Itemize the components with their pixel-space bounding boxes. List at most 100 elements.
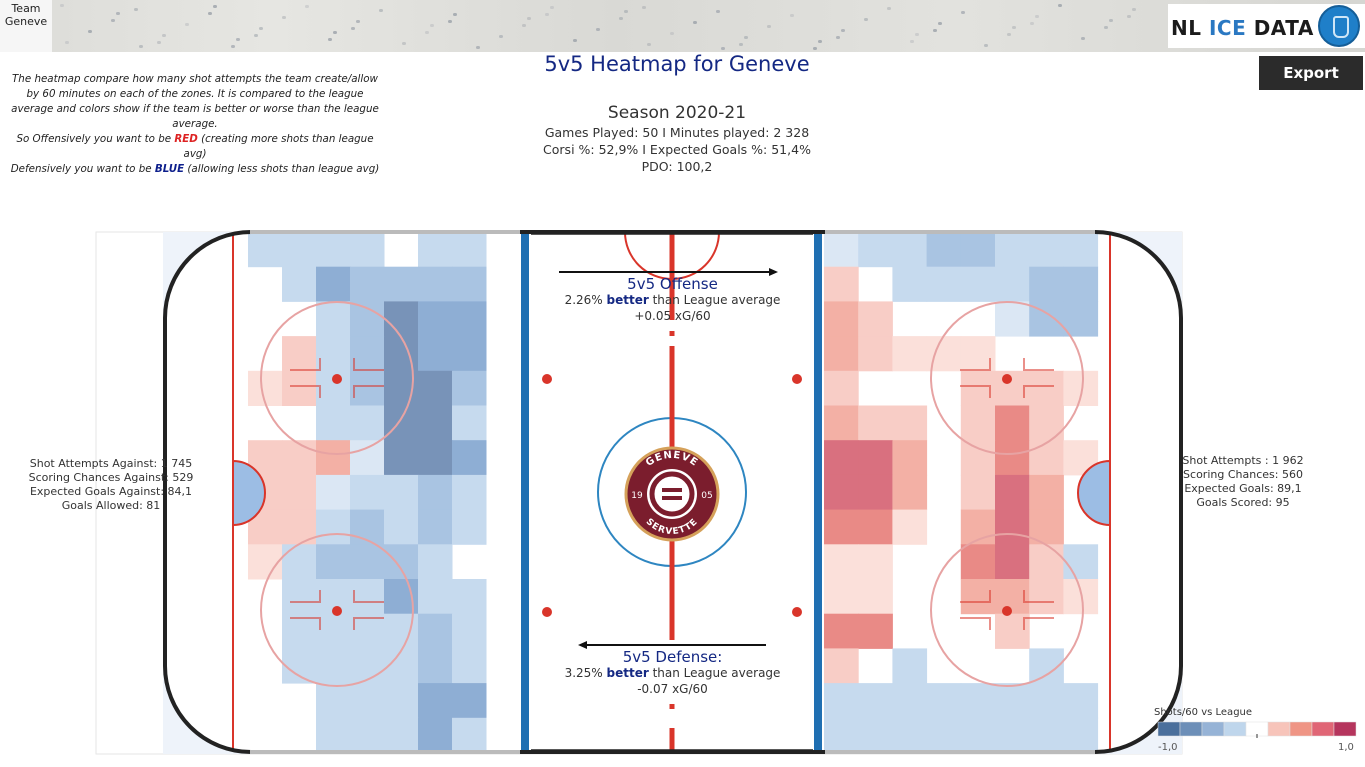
legend-swatch bbox=[1223, 721, 1247, 737]
faceoff-dot bbox=[1002, 606, 1012, 616]
banner-speck bbox=[984, 44, 988, 47]
brand-logo: NL ICE DATA bbox=[1168, 4, 1365, 48]
banner-speck bbox=[693, 21, 697, 24]
heatmap-cell bbox=[350, 509, 385, 545]
heatmap-cell bbox=[824, 544, 859, 580]
heatmap-cell bbox=[858, 301, 893, 337]
faceoff-dot bbox=[332, 374, 342, 384]
heatmap-cell bbox=[350, 544, 385, 580]
description-line1: The heatmap compare how many shot attemp… bbox=[11, 73, 379, 130]
heatmap-cell bbox=[858, 405, 893, 441]
legend-swatch bbox=[1267, 721, 1291, 737]
heatmap-cell bbox=[282, 232, 317, 268]
team-label-line1: Team bbox=[11, 2, 41, 15]
heatmap-cell bbox=[418, 613, 453, 649]
banner-speck bbox=[499, 35, 503, 38]
banner-speck bbox=[818, 40, 822, 43]
banner-speck bbox=[333, 31, 337, 34]
faceoff-dot bbox=[332, 606, 342, 616]
banner-speck bbox=[162, 34, 166, 37]
heatmap-cell bbox=[316, 717, 351, 752]
banner-speck bbox=[60, 4, 64, 7]
heatmap-cell bbox=[1063, 266, 1099, 302]
legend-low-label: -1,0 bbox=[1158, 742, 1178, 753]
heatmap-cell bbox=[960, 405, 996, 441]
banner-speck bbox=[522, 24, 526, 27]
offense-comparison: 2.26% better than League average bbox=[564, 293, 781, 307]
scoring-chances-against: Scoring Chances Against: 529 bbox=[28, 471, 194, 484]
season-label: Season 2020-21 bbox=[607, 103, 747, 123]
heatmap-cell bbox=[824, 474, 859, 511]
banner-speck bbox=[1035, 15, 1039, 18]
defense-stats: Shot Attempts Against: 1 745 Scoring Cha… bbox=[20, 457, 202, 513]
export-button[interactable]: Export bbox=[1259, 56, 1363, 90]
left-blue-line bbox=[521, 232, 529, 752]
heatmap-cell bbox=[418, 232, 453, 268]
banner-speck bbox=[208, 12, 212, 15]
heatmap-cell bbox=[418, 544, 453, 580]
heatmap-cell bbox=[824, 301, 859, 337]
heatmap-cell bbox=[282, 648, 317, 684]
neutral-dot bbox=[542, 374, 552, 384]
banner-speck bbox=[134, 8, 138, 11]
heatmap-cell bbox=[384, 301, 419, 337]
heatmap-cell bbox=[824, 440, 859, 476]
banner-speck bbox=[111, 19, 115, 22]
heatmap-cell bbox=[350, 370, 385, 406]
heatmap-cell bbox=[1063, 370, 1099, 406]
banner-speck bbox=[915, 33, 919, 36]
heatmap-cell bbox=[350, 683, 385, 719]
heatmap-cell bbox=[1029, 405, 1064, 441]
heatmap-cell bbox=[384, 266, 419, 302]
heatmap-cell bbox=[316, 440, 351, 476]
heatmap-cell bbox=[1063, 717, 1099, 752]
heatmap-cell bbox=[316, 648, 351, 684]
heatmap-cell bbox=[350, 579, 385, 615]
banner-speck bbox=[933, 29, 937, 32]
defensive-zone-heatmap bbox=[248, 232, 487, 752]
legend-swatch bbox=[1333, 721, 1357, 737]
heatmap-description: The heatmap compare how many shot attemp… bbox=[8, 72, 382, 177]
heatmap-cell bbox=[452, 474, 487, 511]
heatmap-cell bbox=[418, 683, 453, 719]
heatmap-cell bbox=[316, 509, 351, 545]
heatmap-cell bbox=[1063, 301, 1099, 337]
banner-speck bbox=[1081, 37, 1085, 40]
heatmap-cell bbox=[995, 474, 1030, 511]
heatmap-cell bbox=[995, 301, 1030, 337]
legend-swatch bbox=[1311, 721, 1335, 737]
right-goal-crease bbox=[1077, 459, 1111, 527]
heatmap-cell bbox=[452, 648, 487, 684]
banner-speck bbox=[65, 41, 69, 44]
heatmap-cell bbox=[418, 301, 453, 337]
heatmap-cell bbox=[892, 232, 928, 268]
heatmap-cell bbox=[824, 613, 859, 649]
heatmap-cell bbox=[960, 683, 996, 719]
heatmap-cell bbox=[858, 544, 893, 580]
legend-swatch bbox=[1289, 721, 1313, 737]
banner-speck bbox=[836, 36, 840, 39]
expected-goals-against: Expected Goals Against: 84,1 bbox=[29, 485, 193, 498]
description-line2: So Offensively you want to be RED (creat… bbox=[16, 133, 374, 160]
heatmap-cell bbox=[858, 579, 893, 615]
heatmap-cell bbox=[384, 683, 419, 719]
faceoff-circle-top-left bbox=[260, 301, 414, 455]
heatmap-cell bbox=[248, 544, 283, 580]
heatmap-cell bbox=[1029, 717, 1064, 752]
heatmap-cell bbox=[858, 717, 893, 752]
heatmap-cell bbox=[1063, 544, 1099, 580]
banner-speck bbox=[624, 10, 628, 13]
heatmap-cell bbox=[995, 232, 1030, 268]
banner-speck bbox=[1109, 19, 1113, 22]
logo-left-number: 19 bbox=[631, 491, 643, 501]
brand-nl: NL bbox=[1171, 16, 1202, 40]
defense-xg: -0.07 xG/60 bbox=[637, 682, 708, 696]
banner-speck bbox=[231, 45, 235, 48]
rink-boards bbox=[163, 230, 1183, 754]
heatmap-cell bbox=[926, 717, 962, 752]
heatmap-cell bbox=[418, 509, 453, 545]
page-title: 5v5 Heatmap for Geneve bbox=[544, 52, 810, 76]
heatmap-cell bbox=[384, 717, 419, 752]
banner-speck bbox=[744, 36, 748, 39]
banner-speck bbox=[550, 6, 554, 9]
